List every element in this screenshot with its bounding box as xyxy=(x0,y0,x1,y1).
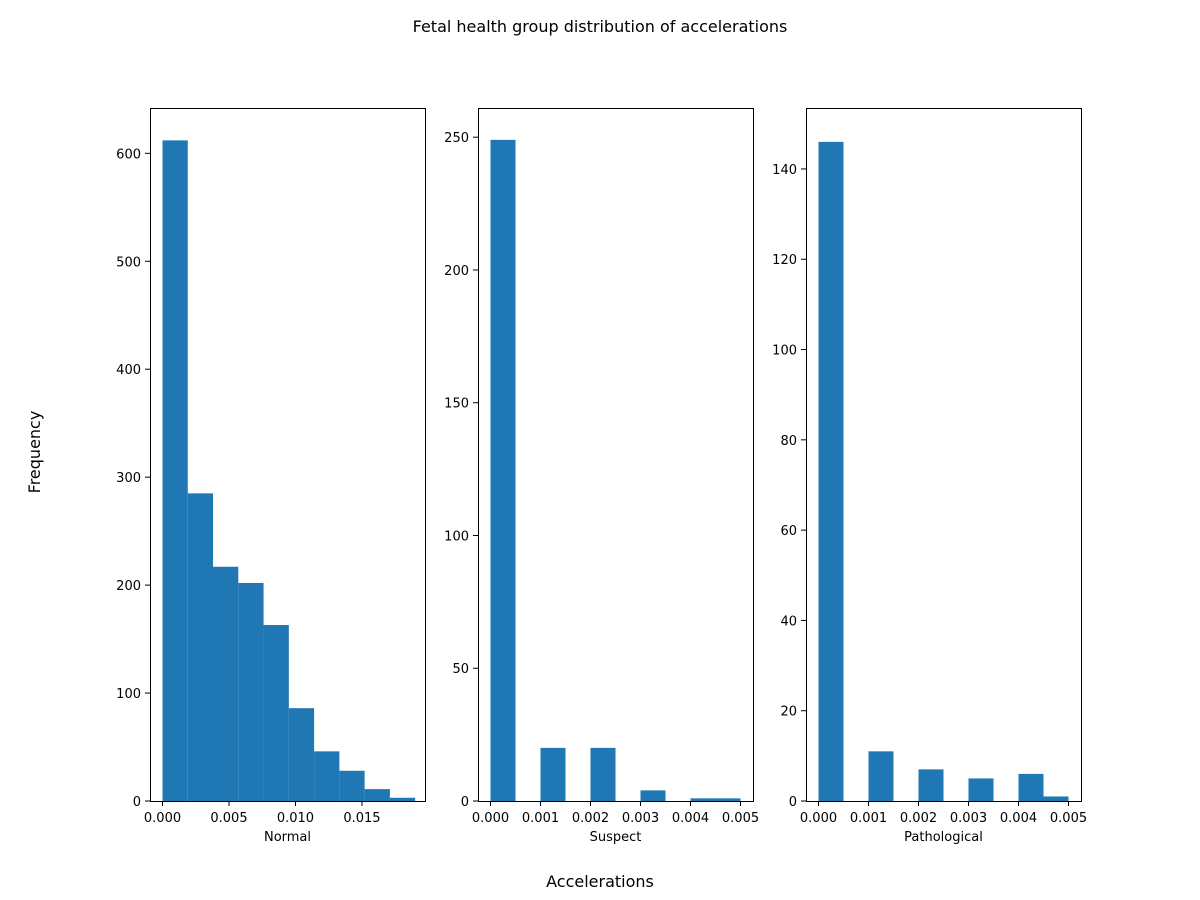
suspect-ytick-label-2: 100 xyxy=(444,529,469,544)
suspect-ytick-label-3: 150 xyxy=(444,397,469,412)
suspect-bar-8 xyxy=(690,798,716,801)
suspect-bar-2 xyxy=(540,747,566,801)
pathological-xtick-label-5: 0.005 xyxy=(1050,811,1087,826)
pathological-bar-0 xyxy=(818,141,844,802)
pathological-ytick-label-4: 80 xyxy=(780,434,797,449)
suspect-bar-4 xyxy=(590,747,616,801)
pathological-bar-4 xyxy=(918,769,944,801)
suspect-bar-0 xyxy=(490,139,516,802)
figure-title: Fetal health group distribution of accel… xyxy=(413,17,788,36)
normal-ytick-label-0: 0 xyxy=(133,795,141,810)
pathological-xtick-label-1: 0.001 xyxy=(850,811,887,826)
normal-ytick-label-2: 200 xyxy=(116,579,141,594)
normal-ytick-label-4: 400 xyxy=(116,363,141,378)
suspect-bar-9 xyxy=(715,798,741,801)
suspect-ytick-label-1: 50 xyxy=(452,662,469,677)
normal-xtick-label-0: 0.000 xyxy=(144,811,181,826)
normal-xtick-label-1: 0.005 xyxy=(210,811,247,826)
figure-x-label: Accelerations xyxy=(546,872,654,891)
suspect-bar-6 xyxy=(640,790,666,801)
suspect-xtick-label-4: 0.004 xyxy=(672,811,709,826)
normal-ytick-label-6: 600 xyxy=(116,147,141,162)
normal-xtick-label-3: 0.015 xyxy=(343,811,380,826)
normal-bar-0 xyxy=(162,140,188,801)
figure-y-label: Frequency xyxy=(25,411,44,494)
normal-bar-4 xyxy=(263,625,289,801)
pathological-bar-2 xyxy=(868,751,894,801)
pathological-xtick-label-3: 0.003 xyxy=(950,811,987,826)
pathological-xtick-label-4: 0.004 xyxy=(1000,811,1037,826)
normal-bar-1 xyxy=(187,493,214,801)
suspect-xtick-label-3: 0.003 xyxy=(622,811,659,826)
normal-bar-5 xyxy=(288,708,315,801)
suspect-ytick-label-4: 200 xyxy=(444,264,469,279)
suspect-x-label: Suspect xyxy=(590,830,642,845)
normal-bar-7 xyxy=(339,770,365,801)
pathological-bar-6 xyxy=(968,778,994,801)
normal-bar-3 xyxy=(238,582,264,801)
suspect-axes-frame xyxy=(478,108,754,802)
normal-bar-8 xyxy=(364,789,390,801)
pathological-ytick-label-5: 100 xyxy=(772,344,797,359)
normal-ytick-label-1: 100 xyxy=(116,687,141,702)
suspect-xtick-label-0: 0.000 xyxy=(472,811,509,826)
subplot-pathological: 0.000 0.001 0.002 0.003 0.004 0.005 0 20 40 60 80 1… xyxy=(772,108,1087,845)
pathological-ytick-label-0: 0 xyxy=(789,795,797,810)
normal-ytick-label-5: 500 xyxy=(116,255,141,270)
normal-axes-frame xyxy=(150,108,426,802)
subplot-normal: 0.000 0.005 0.010 0.015 0 100 200 300 400 500 600 N… xyxy=(116,108,426,845)
pathological-xtick-label-0: 0.000 xyxy=(800,811,837,826)
pathological-x-label: Pathological xyxy=(904,830,983,845)
pathological-ytick-label-2: 40 xyxy=(780,614,797,629)
normal-bar-9 xyxy=(389,797,416,801)
pathological-xtick-label-2: 0.002 xyxy=(900,811,937,826)
suspect-ytick-label-5: 250 xyxy=(444,131,469,146)
normal-bar-6 xyxy=(314,751,340,801)
suspect-xtick-label-5: 0.005 xyxy=(722,811,759,826)
normal-bar-2 xyxy=(213,566,239,801)
pathological-bar-9 xyxy=(1043,796,1069,801)
normal-x-label: Normal xyxy=(264,830,311,845)
pathological-ytick-label-3: 60 xyxy=(780,524,797,539)
pathological-ytick-label-1: 20 xyxy=(780,705,797,720)
suspect-xtick-label-1: 0.001 xyxy=(522,811,559,826)
pathological-ytick-label-7: 140 xyxy=(772,163,797,178)
suspect-xtick-label-2: 0.002 xyxy=(572,811,609,826)
normal-xtick-label-2: 0.010 xyxy=(277,811,314,826)
pathological-bar-8 xyxy=(1018,773,1044,801)
subplot-suspect: 0.000 0.001 0.002 0.003 0.004 0.005 0 50 100 150 2… xyxy=(444,108,759,845)
normal-ytick-label-3: 300 xyxy=(116,471,141,486)
suspect-ytick-label-0: 0 xyxy=(461,795,469,810)
pathological-axes-frame xyxy=(806,108,1082,802)
pathological-ytick-label-6: 120 xyxy=(772,253,797,268)
